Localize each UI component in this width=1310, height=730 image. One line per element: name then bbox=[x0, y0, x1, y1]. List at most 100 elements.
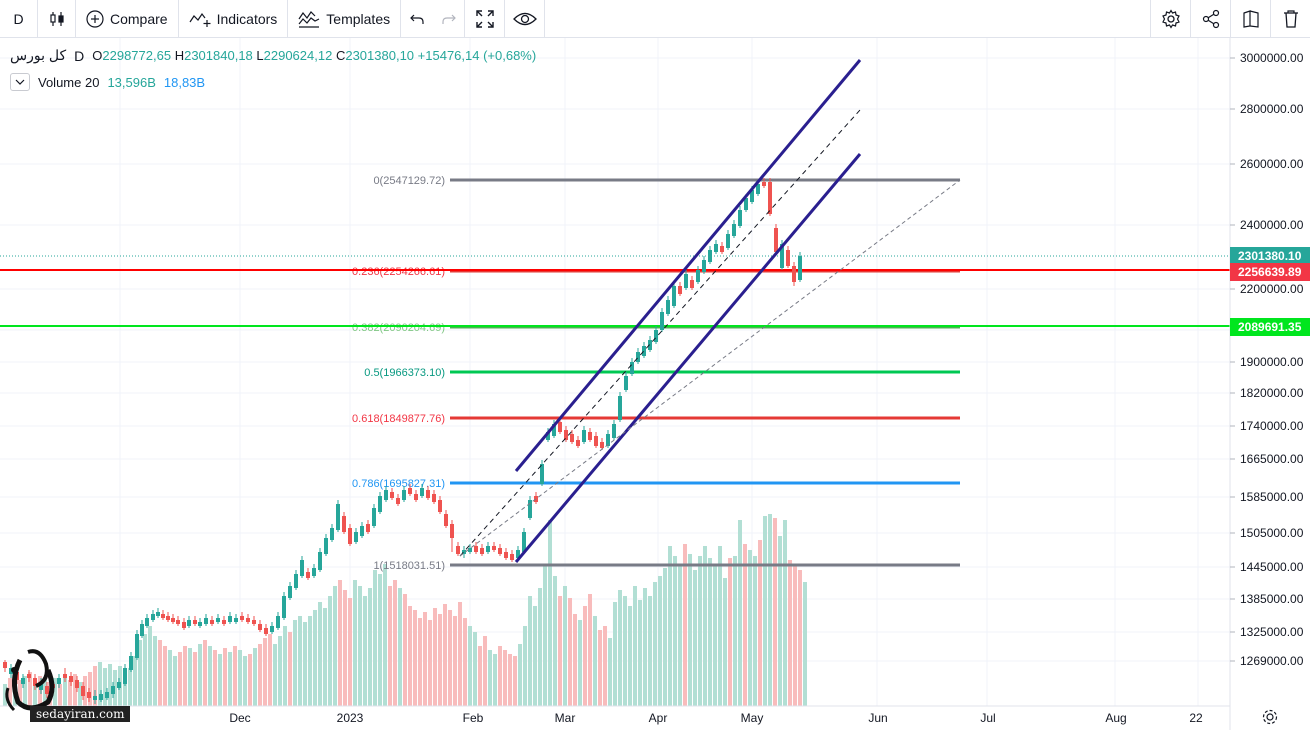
book-icon bbox=[1242, 10, 1259, 28]
top-toolbar: D Compare Indicators Templates bbox=[0, 0, 1310, 38]
channel-lower-line bbox=[514, 153, 862, 563]
undo-button[interactable] bbox=[401, 0, 433, 38]
chart-type-button[interactable] bbox=[38, 0, 76, 38]
share-button[interactable] bbox=[1190, 0, 1230, 38]
interval-button[interactable]: D bbox=[0, 0, 38, 38]
candle-body bbox=[720, 246, 724, 252]
candle-body bbox=[111, 686, 115, 694]
candle-body bbox=[432, 494, 436, 502]
volume-bar bbox=[558, 596, 562, 706]
candle-body bbox=[336, 504, 340, 530]
candle-body bbox=[618, 396, 622, 420]
price-tick-label: 1900000.00 bbox=[1240, 355, 1304, 369]
trash-icon bbox=[1283, 10, 1298, 28]
volume-bar bbox=[293, 620, 297, 706]
volume-bar bbox=[363, 596, 367, 706]
fib-level-label: 0.786(1695827.31) bbox=[352, 478, 445, 490]
fib-retracement[interactable]: 0(2547129.72) 0.236(2254266.61) 0.382(2090… bbox=[0, 175, 1230, 572]
volume-bar bbox=[343, 590, 347, 706]
price-chart[interactable]: 0(2547129.72) 0.236(2254266.61) 0.382(2090… bbox=[0, 38, 1310, 730]
channel-median-dashed bbox=[459, 109, 861, 557]
volume-bar bbox=[708, 558, 712, 706]
volume-indicator-name[interactable]: Volume 20 bbox=[38, 74, 100, 90]
candle-body bbox=[786, 250, 790, 266]
candle-body bbox=[204, 618, 208, 624]
volume-bar bbox=[73, 674, 77, 706]
volume-bar bbox=[378, 574, 382, 706]
candle-body bbox=[684, 274, 688, 288]
price-tick-label: 2200000.00 bbox=[1240, 282, 1304, 296]
candle-body bbox=[45, 686, 49, 694]
candle-body bbox=[780, 244, 784, 268]
candle-body bbox=[27, 674, 31, 678]
volume-bar bbox=[713, 566, 717, 706]
volume-bar bbox=[283, 626, 287, 706]
price-axis[interactable]: 3000000.00 2800000.00 2600000.00 2400000.00… bbox=[1229, 38, 1310, 730]
indicators-button[interactable]: Indicators bbox=[179, 0, 289, 38]
volume-bar bbox=[38, 676, 42, 706]
plus-circle-icon bbox=[86, 9, 104, 28]
candle-body bbox=[450, 524, 454, 538]
channel-upper-line bbox=[514, 59, 862, 472]
candle-body bbox=[588, 432, 592, 440]
time-tick-label: Dec bbox=[229, 711, 250, 725]
settings-button[interactable] bbox=[1150, 0, 1190, 38]
volume-bar bbox=[428, 620, 432, 706]
collapse-legend-button[interactable] bbox=[10, 73, 30, 91]
volume-bar bbox=[773, 518, 777, 706]
volume-bar bbox=[633, 586, 637, 706]
delete-button[interactable] bbox=[1270, 0, 1310, 38]
volume-bar bbox=[243, 656, 247, 706]
candle-body bbox=[151, 614, 155, 620]
candle-body bbox=[354, 532, 358, 542]
volume-bar bbox=[508, 654, 512, 706]
time-axis[interactable]: Dec 2023 Feb Mar Apr May Jun Jul Aug 22 bbox=[0, 705, 1278, 725]
candle-body bbox=[738, 210, 742, 226]
volume-bar bbox=[483, 636, 487, 706]
fib-trend-dashed bbox=[459, 179, 961, 557]
candle-body bbox=[222, 620, 226, 624]
volume-bar bbox=[218, 654, 222, 706]
symbol-legend: D کل بورس O2298772,65 H2301840,18 L22906… bbox=[10, 47, 544, 64]
ideas-button[interactable] bbox=[1230, 0, 1270, 38]
symbol-name[interactable]: کل بورس bbox=[10, 47, 67, 63]
candle-body bbox=[522, 532, 526, 552]
share-icon bbox=[1202, 9, 1219, 29]
green-line-price-tag: 2089691.35 bbox=[1238, 320, 1302, 334]
hide-drawings-button[interactable] bbox=[505, 0, 546, 38]
volume-bar bbox=[333, 586, 337, 706]
trend-channel-drawings[interactable] bbox=[459, 59, 961, 563]
candle-body bbox=[39, 682, 43, 690]
candlestick-series bbox=[3, 178, 802, 704]
volume-bar bbox=[678, 564, 682, 706]
volume-bar bbox=[263, 638, 267, 706]
eye-icon bbox=[512, 12, 537, 25]
volume-bar bbox=[513, 656, 517, 706]
fib-level-label: 0.5(1966373.10) bbox=[364, 367, 445, 379]
time-tick-label: May bbox=[741, 711, 764, 725]
candle-body bbox=[161, 614, 165, 618]
redo-button[interactable] bbox=[433, 0, 466, 38]
volume-bar bbox=[253, 648, 257, 706]
candle-body bbox=[258, 624, 262, 630]
volume-bar bbox=[28, 672, 32, 706]
fullscreen-button[interactable] bbox=[465, 0, 506, 38]
compare-button[interactable]: Compare bbox=[76, 0, 179, 38]
volume-bar bbox=[393, 580, 397, 706]
candle-body bbox=[270, 626, 274, 632]
volume-bar bbox=[33, 681, 37, 706]
volume-bar bbox=[413, 610, 417, 706]
volume-bar bbox=[323, 608, 327, 706]
volume-bar bbox=[583, 606, 587, 706]
volume-bar bbox=[138, 640, 142, 706]
volume-value: 13,596B bbox=[107, 74, 156, 90]
candle-body bbox=[744, 198, 748, 210]
volume-bar bbox=[453, 616, 457, 706]
candle-body bbox=[426, 490, 430, 498]
volume-bar bbox=[763, 516, 767, 706]
volume-bar bbox=[578, 620, 582, 706]
templates-button[interactable]: Templates bbox=[288, 0, 402, 38]
candle-body bbox=[228, 616, 232, 622]
candle-body bbox=[732, 224, 736, 236]
volume-bar bbox=[403, 594, 407, 706]
